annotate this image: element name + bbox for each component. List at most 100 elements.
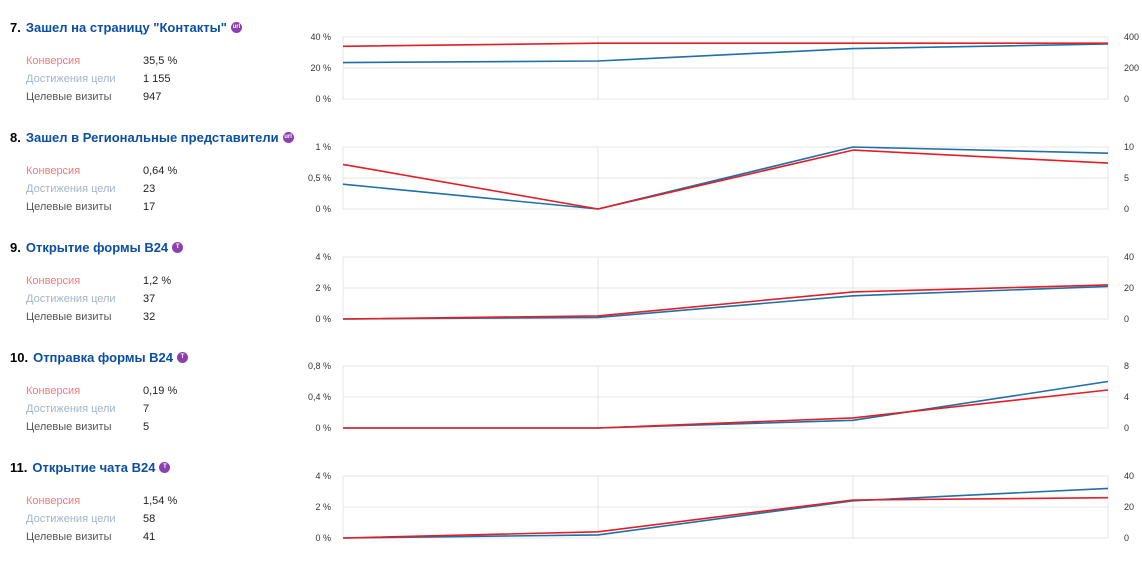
left-axis-tick-label: 0,4 %	[308, 392, 331, 402]
visits-label: Целевые визиты	[26, 531, 112, 543]
goal-number: 9.	[10, 240, 21, 255]
goal-header: 11. Открытие чата B24 T	[10, 460, 171, 475]
url-goal-icon: url	[230, 22, 242, 33]
conversion-series-line	[342, 284, 1109, 320]
goal-block: 9. Открытие формы B24 T Конверсия 1,2 % Д…	[0, 240, 1142, 350]
conversion-row: Конверсия 35,5 %	[26, 55, 177, 67]
achievements-row: Достижения цели 58	[26, 513, 155, 525]
goal-block: 7. Зашел на страницу "Контакты" url Конв…	[0, 20, 1142, 130]
achievements-value: 1 155	[143, 73, 171, 85]
right-axis-tick-label: 0	[1124, 204, 1129, 214]
achievements-row: Достижения цели 7	[26, 403, 149, 415]
right-axis-tick-label: 40	[1124, 252, 1134, 262]
js-event-goal-icon: T	[172, 242, 184, 253]
achievements-label: Достижения цели	[26, 73, 116, 85]
conversion-label: Конверсия	[26, 495, 81, 507]
right-axis-tick-label: 0	[1124, 423, 1129, 433]
visits-row: Целевые визиты 947	[26, 91, 161, 103]
conversion-label: Конверсия	[26, 385, 81, 397]
visits-row: Целевые визиты 32	[26, 311, 155, 323]
achievements-label: Достижения цели	[26, 403, 116, 415]
right-axis-tick-label: 400	[1124, 32, 1139, 42]
left-axis-tick-label: 4 %	[315, 252, 331, 262]
left-axis-tick-label: 0 %	[315, 94, 331, 104]
conversion-label: Конверсия	[26, 275, 81, 287]
right-axis-tick-label: 0	[1124, 94, 1129, 104]
left-axis-tick-label: 40 %	[310, 32, 331, 42]
goal-number: 10.	[10, 350, 29, 365]
conversion-value: 0,64 %	[143, 165, 178, 177]
visits-series-line	[343, 380, 1109, 429]
conversion-row: Конверсия 1,54 %	[26, 495, 177, 507]
right-axis-tick-label: 200	[1124, 63, 1139, 73]
achievements-label: Достижения цели	[26, 293, 116, 305]
goal-number: 7.	[10, 20, 21, 35]
goal-number: 11.	[10, 460, 28, 475]
visits-label: Целевые визиты	[26, 201, 112, 213]
achievements-value: 23	[143, 183, 156, 195]
visits-value: 947	[143, 91, 162, 103]
js-event-goal-icon: T	[177, 352, 189, 363]
achievements-row: Достижения цели 23	[26, 183, 155, 195]
conversion-row: Конверсия 1,2 %	[26, 275, 171, 287]
achievements-row: Достижения цели 37	[26, 293, 155, 305]
goal-block: 8. Зашел в Региональные представители ur…	[0, 130, 1142, 240]
conversion-row: Конверсия 0,19 %	[26, 385, 177, 397]
visits-series-line	[342, 487, 1109, 539]
goal-header: 9. Открытие формы B24 T	[10, 240, 184, 255]
visits-value: 41	[143, 531, 156, 543]
goal-title-link[interactable]: Открытие чата B24	[32, 460, 156, 475]
goal-header: 10. Отправка формы B24 T	[10, 350, 189, 365]
goal-header: 8. Зашел в Региональные представители ur…	[10, 130, 294, 145]
js-event-goal-icon: T	[159, 462, 171, 473]
right-axis-tick-label: 0	[1124, 314, 1129, 324]
left-axis-tick-label: 0,5 %	[308, 173, 331, 183]
right-axis-tick-label: 8	[1124, 361, 1129, 371]
left-axis-tick-label: 2 %	[315, 283, 331, 293]
right-axis-tick-label: 20	[1124, 283, 1134, 293]
left-axis-tick-label: 0 %	[315, 204, 331, 214]
visits-row: Целевые визиты 5	[26, 421, 149, 433]
achievements-value: 37	[143, 293, 156, 305]
conversion-value: 0,19 %	[143, 385, 178, 397]
visits-value: 32	[143, 311, 156, 323]
conversion-value: 1,2 %	[143, 275, 172, 287]
right-axis-tick-label: 4	[1124, 392, 1129, 402]
conversion-value: 1,54 %	[143, 495, 178, 507]
goal-title-link[interactable]: Отправка формы B24	[33, 350, 174, 365]
left-axis-tick-label: 0 %	[315, 423, 331, 433]
right-axis-tick-label: 0	[1124, 533, 1129, 543]
achievements-label: Достижения цели	[26, 513, 116, 525]
goal-title-link[interactable]: Зашел на страницу "Контакты"	[25, 20, 227, 35]
visits-series-line	[342, 146, 1109, 210]
left-axis-tick-label: 4 %	[315, 471, 331, 481]
left-axis-tick-label: 0 %	[315, 314, 331, 324]
goal-block: 10. Отправка формы B24 T Конверсия 0,19 %…	[0, 350, 1142, 460]
right-axis-tick-label: 5	[1124, 173, 1129, 183]
conversion-label: Конверсия	[26, 55, 81, 67]
goal-title-link[interactable]: Зашел в Региональные представители	[25, 130, 279, 145]
visits-value: 17	[143, 201, 156, 213]
conversion-series-line	[342, 149, 1109, 210]
left-axis-tick-label: 0,8 %	[308, 361, 331, 371]
url-goal-icon: url	[282, 132, 294, 143]
right-axis-tick-label: 40	[1124, 471, 1134, 481]
conversion-row: Конверсия 0,64 %	[26, 165, 177, 177]
left-axis-tick-label: 20 %	[310, 63, 331, 73]
conversion-series-line	[342, 496, 1109, 539]
visits-label: Целевые визиты	[26, 91, 112, 103]
achievements-value: 7	[143, 403, 150, 415]
conversion-value: 35,5 %	[143, 55, 178, 67]
right-axis-tick-label: 10	[1124, 142, 1134, 152]
left-axis-tick-label: 2 %	[315, 502, 331, 512]
achievements-value: 58	[143, 513, 156, 525]
visits-label: Целевые визиты	[26, 421, 112, 433]
achievements-label: Достижения цели	[26, 183, 116, 195]
visits-value: 5	[143, 421, 150, 433]
left-axis-tick-label: 0 %	[315, 533, 331, 543]
visits-row: Целевые визиты 17	[26, 201, 155, 213]
visits-label: Целевые визиты	[26, 311, 112, 323]
goal-title-link[interactable]: Открытие формы B24	[25, 240, 169, 255]
visits-row: Целевые визиты 41	[26, 531, 155, 543]
